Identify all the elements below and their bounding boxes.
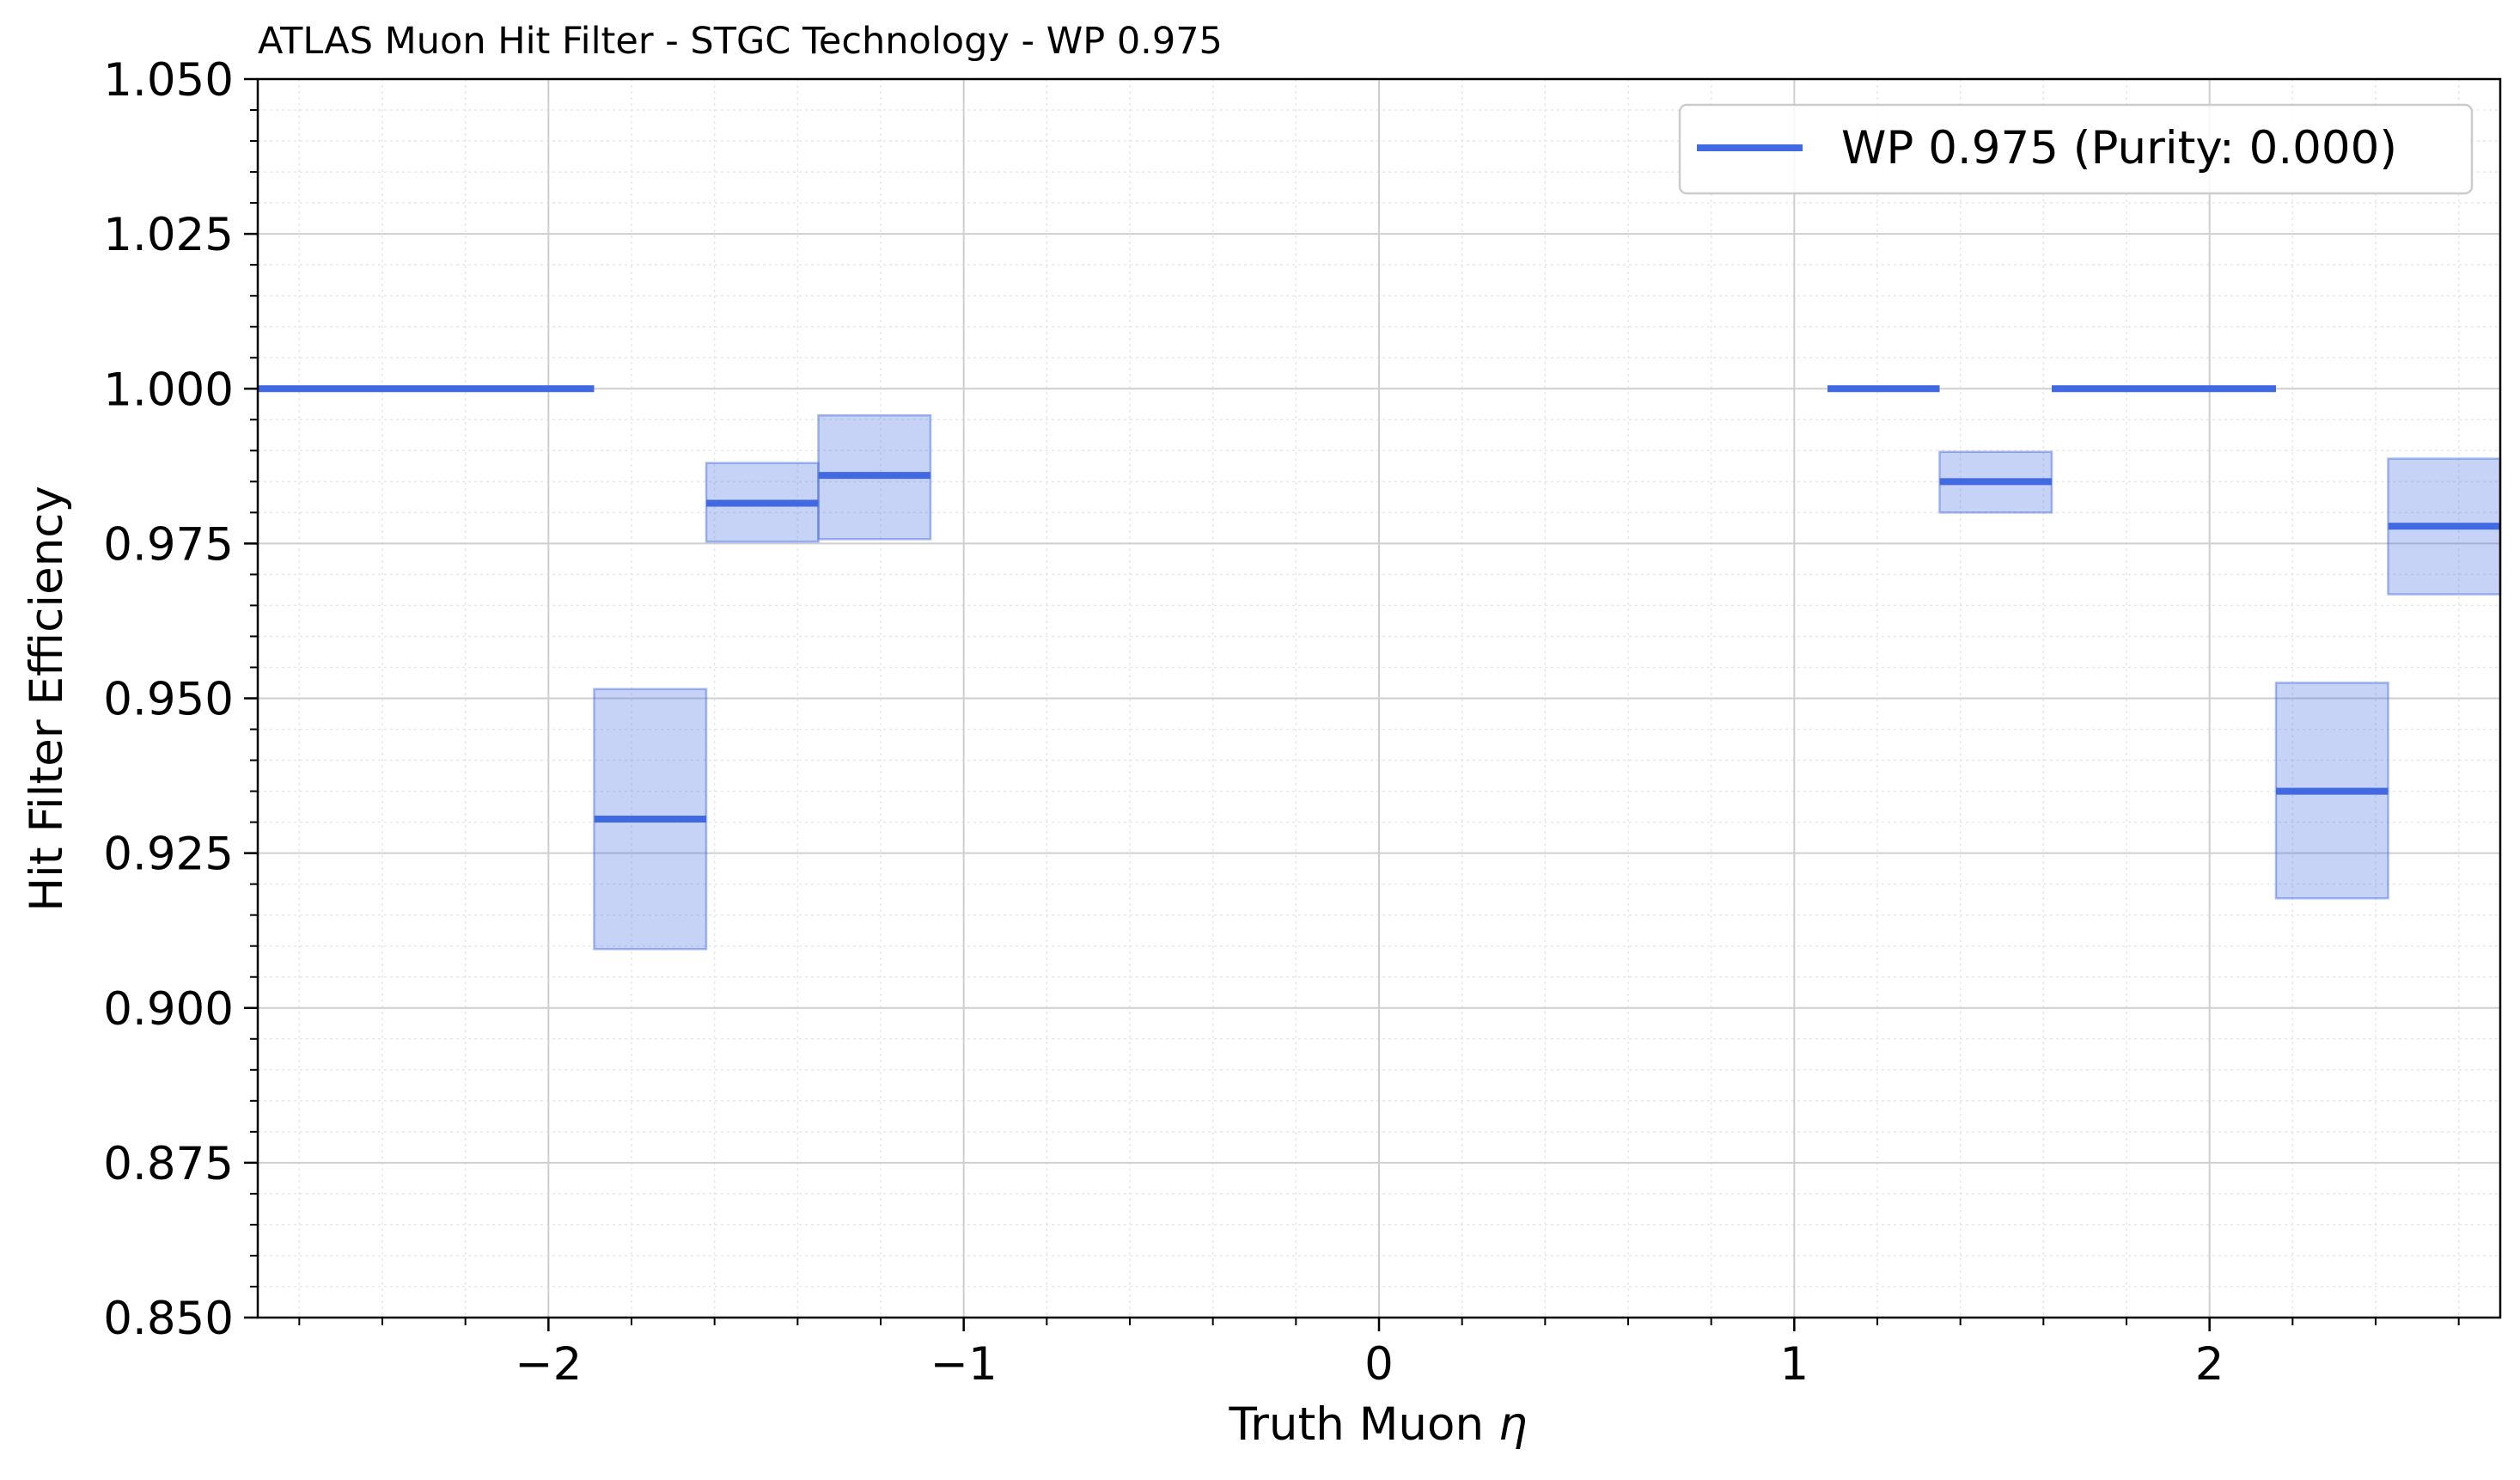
y-tick-label: 0.875 (103, 1138, 234, 1190)
x-tick-label: 2 (2195, 1338, 2224, 1391)
y-axis-ticks: 0.850 0.875 0.900 0.925 0.950 0.975 1.000 1.025… (103, 54, 258, 1345)
y-tick-label: 1.050 (103, 54, 234, 107)
chart-title: ATLAS Muon Hit Filter - STGC Technology … (258, 20, 1223, 63)
y-tick-label: 1.000 (103, 364, 234, 416)
x-axis-label: Truth Muon η (1229, 1398, 1528, 1451)
x-axis-label-text: Truth Muon (1229, 1398, 1498, 1451)
legend-label: WP 0.975 (Purity: 0.000) (1841, 122, 2397, 174)
legend-box (1678, 103, 2474, 195)
x-axis-ticks: −2 −1 0 1 2 (298, 1318, 2460, 1391)
major-grid (258, 78, 2500, 1318)
y-tick-label: 0.900 (103, 983, 234, 1036)
efficiency-steps (258, 385, 2500, 823)
y-tick-label: 0.925 (103, 829, 234, 881)
y-tick-label: 0.850 (103, 1293, 234, 1345)
y-axis-label: Hit Filter Efficiency (21, 486, 73, 912)
x-tick-label: −2 (515, 1338, 582, 1391)
y-tick-label: 0.950 (103, 674, 234, 726)
y-tick-label: 0.975 (103, 518, 234, 571)
x-axis-label-symbol: η (1498, 1398, 1528, 1451)
y-tick-label: 1.025 (103, 209, 234, 261)
x-tick-label: 0 (1364, 1338, 1394, 1391)
x-tick-label: −1 (931, 1338, 998, 1391)
x-tick-label: 1 (1779, 1338, 1809, 1391)
legend: WP 0.975 (Purity: 0.000) (1678, 103, 2474, 195)
